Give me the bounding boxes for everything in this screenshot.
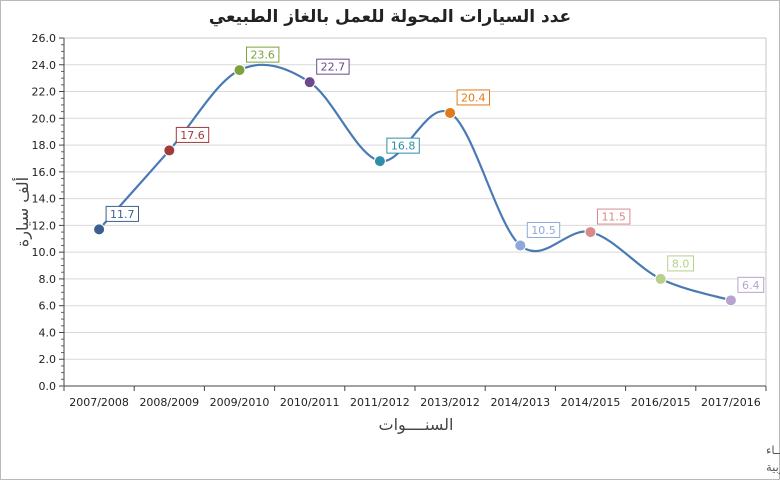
data-label-box	[316, 58, 350, 75]
data-point[interactable]	[93, 223, 106, 236]
y-tick-label: 22.0	[32, 86, 57, 99]
y-tick-label: 24.0	[32, 59, 57, 72]
data-label: 11.5	[601, 211, 626, 224]
data-point[interactable]	[444, 106, 457, 119]
data-label: 17.6	[180, 129, 205, 142]
y-tick-label: 4.0	[39, 326, 57, 339]
x-tick-label: 2008/2009	[139, 396, 199, 409]
data-label-box	[175, 126, 210, 143]
data-point[interactable]	[654, 272, 667, 285]
series-line	[98, 63, 732, 302]
data-points	[93, 64, 737, 307]
data-label-box	[105, 205, 139, 222]
y-tick-label: 18.0	[32, 139, 57, 152]
x-tick-label: 2007/2008	[69, 396, 129, 409]
y-axis-ticks: 0.0 2.0 4.0 6.0 8.0 10.0 12.0 14.0 16.0 18.0 20.0 2…	[32, 32, 64, 393]
y-tick-label: 8.0	[39, 273, 57, 286]
x-axis-ticks: 2007/2008 2008/2009 2009/2010 2010/2011 2011…	[63, 386, 767, 409]
x-tick-label: 2017/2016	[701, 396, 761, 409]
footnote-line-2: المصدر الأســاسي للأحصاءات الرسمية لجمهو…	[766, 460, 780, 475]
y-tick-label: 14.0	[32, 193, 57, 206]
x-tick-label: 2016/2015	[631, 396, 691, 409]
x-tick-label: 2009/2010	[210, 396, 270, 409]
x-tick-label: 2014/2015	[561, 396, 621, 409]
data-point[interactable]	[303, 76, 316, 89]
data-label: 16.8	[391, 140, 416, 153]
data-label: 22.7	[321, 61, 346, 74]
data-point[interactable]	[724, 294, 737, 307]
plot-area-border	[63, 37, 767, 387]
data-label-box	[246, 46, 280, 63]
x-tick-label: 2010/2011	[280, 396, 340, 409]
data-label: 23.6	[250, 49, 275, 62]
y-tick-label: 16.0	[32, 166, 57, 179]
chart-title: عدد السيارات المحولة للعمل بالغاز الطبيع…	[209, 7, 571, 27]
x-tick-label: 2013/2012	[420, 396, 480, 409]
y-tick-label: 20.0	[32, 112, 57, 125]
y-tick-label: 6.0	[39, 300, 57, 313]
data-label-box	[456, 89, 491, 106]
data-point[interactable]	[373, 155, 386, 168]
grid-lines	[64, 37, 766, 387]
y-tick-label: 10.0	[32, 246, 57, 259]
data-label: 6.4	[742, 279, 760, 292]
y-axis-title: ألف سيارة	[12, 177, 33, 247]
data-label-box	[667, 255, 695, 272]
data-label: 11.7	[110, 208, 135, 221]
data-label: 8.0	[672, 257, 690, 270]
y-tick-label: 2.0	[39, 353, 57, 366]
data-labels: 11.7 17.6 23.6 22.7 16.8 20.4 10.5 11.5 8.0 6.4	[105, 46, 765, 293]
y-tick-label: 26.0	[32, 32, 57, 45]
data-label-box	[737, 276, 765, 293]
data-label-box	[386, 137, 420, 154]
data-label-box	[526, 221, 561, 238]
y-tick-label: 12.0	[32, 219, 57, 232]
x-tick-label: 2014/2013	[490, 396, 550, 409]
footnote-line-1: حقوق الملكية للجهـــاز المركزي للتعبئة ا…	[766, 443, 780, 458]
y-tick-label: 0.0	[39, 380, 57, 393]
x-axis-title: السنــــوات	[379, 415, 454, 435]
data-label-box	[597, 208, 631, 225]
data-point[interactable]	[163, 144, 176, 157]
data-point[interactable]	[514, 239, 527, 252]
x-tick-label: 2011/2012	[350, 396, 410, 409]
data-point[interactable]	[584, 226, 597, 239]
data-label: 10.5	[531, 224, 556, 237]
data-label: 20.4	[461, 91, 486, 104]
data-point[interactable]	[233, 64, 246, 77]
